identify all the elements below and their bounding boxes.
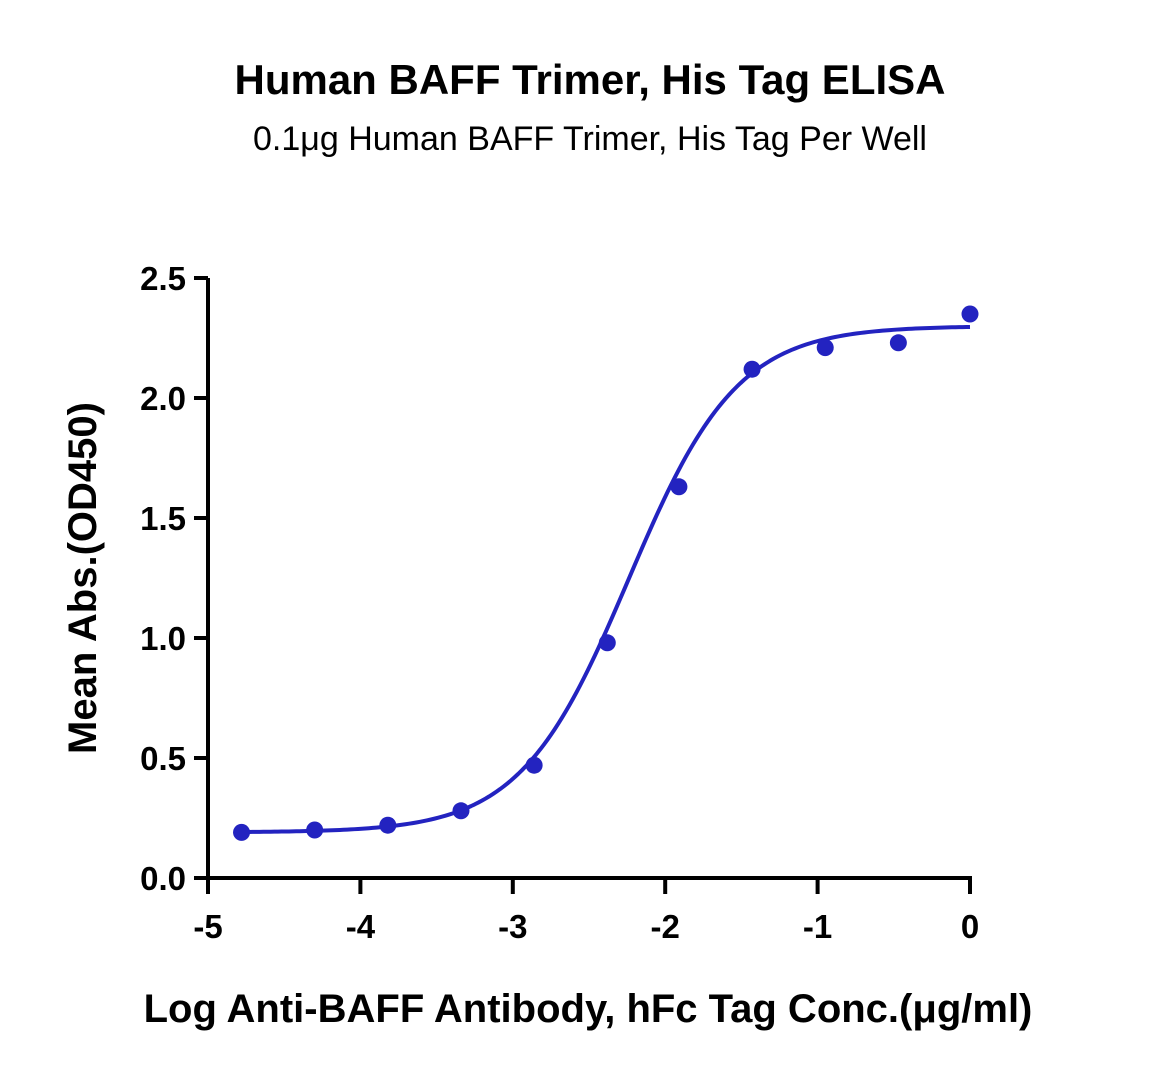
x-tick-label: 0 bbox=[961, 908, 979, 945]
x-tick-label: -4 bbox=[346, 908, 376, 945]
y-tick-label: 0.5 bbox=[140, 740, 186, 777]
axes-layer bbox=[206, 278, 972, 880]
y-tick-label: 1.0 bbox=[140, 620, 186, 657]
x-tick-label: -5 bbox=[193, 908, 222, 945]
data-point bbox=[525, 756, 543, 774]
y-tick-label: 1.5 bbox=[140, 500, 186, 537]
data-point bbox=[816, 339, 834, 357]
data-point bbox=[743, 360, 761, 378]
x-axis-label: Log Anti-BAFF Antibody, hFc Tag Conc.(μg… bbox=[144, 987, 1033, 1031]
chart-title: Human BAFF Trimer, His Tag ELISA bbox=[234, 56, 945, 103]
data-point bbox=[452, 802, 470, 820]
y-tick-label: 2.5 bbox=[140, 260, 186, 297]
y-tick-label: 2.0 bbox=[140, 380, 186, 417]
ticks-layer: 0.0 0.5 1.0 1.5 2.0 2.5 -5 -4 -3 -2 -1 0 bbox=[140, 260, 979, 945]
y-axis-label: Mean Abs.(OD450) bbox=[61, 402, 105, 754]
data-point bbox=[306, 821, 324, 839]
data-points-layer bbox=[233, 305, 979, 841]
data-point bbox=[598, 634, 616, 652]
data-point bbox=[233, 823, 251, 841]
data-point bbox=[889, 334, 907, 352]
chart-subtitle: 0.1μg Human BAFF Trimer, His Tag Per Wel… bbox=[253, 120, 927, 158]
x-tick-label: -2 bbox=[651, 908, 680, 945]
data-point bbox=[961, 305, 979, 323]
fit-curve-line bbox=[241, 324, 971, 834]
data-point bbox=[670, 478, 688, 496]
y-tick-label: 0.0 bbox=[140, 860, 186, 897]
data-point bbox=[379, 816, 397, 834]
fit-curve-layer bbox=[241, 324, 971, 834]
x-tick-label: -1 bbox=[803, 908, 832, 945]
x-tick-label: -3 bbox=[498, 908, 527, 945]
